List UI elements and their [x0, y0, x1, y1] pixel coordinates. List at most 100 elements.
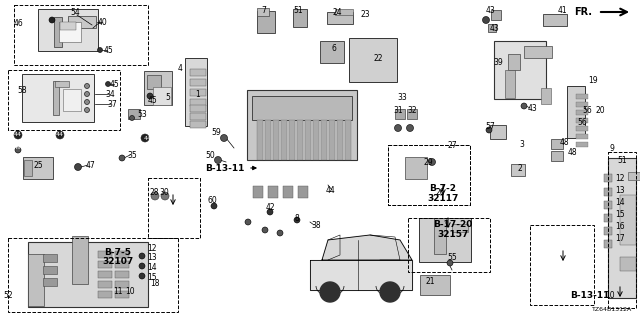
Bar: [567, 86, 585, 138]
Text: 40: 40: [97, 18, 107, 27]
Bar: [153, 87, 171, 105]
Bar: [576, 133, 588, 139]
Circle shape: [294, 217, 300, 223]
Bar: [144, 71, 172, 105]
Text: 58: 58: [17, 85, 27, 94]
Bar: [253, 186, 263, 198]
Bar: [488, 24, 496, 32]
Bar: [327, 12, 353, 24]
Circle shape: [56, 131, 64, 139]
Text: 3: 3: [520, 140, 524, 148]
Text: 8: 8: [294, 213, 300, 222]
Text: 51: 51: [293, 5, 303, 14]
Bar: [576, 117, 588, 123]
Text: 39: 39: [493, 58, 503, 67]
Text: 25: 25: [33, 161, 43, 170]
Bar: [576, 93, 588, 99]
Text: 35: 35: [127, 150, 137, 159]
Bar: [511, 164, 525, 176]
Circle shape: [49, 17, 55, 23]
Circle shape: [139, 253, 145, 259]
Circle shape: [84, 108, 90, 113]
Text: 46: 46: [13, 19, 23, 28]
Bar: [273, 120, 279, 160]
Text: 28: 28: [149, 188, 159, 196]
Bar: [604, 240, 612, 248]
Text: 15: 15: [615, 210, 625, 219]
Circle shape: [406, 124, 413, 132]
Bar: [505, 70, 515, 98]
Bar: [551, 139, 563, 149]
Bar: [608, 152, 636, 308]
Bar: [604, 201, 612, 209]
Circle shape: [74, 164, 81, 171]
Bar: [265, 120, 271, 160]
Circle shape: [139, 263, 145, 269]
Text: 50: 50: [205, 150, 215, 159]
Bar: [43, 254, 57, 262]
Bar: [63, 89, 81, 111]
Text: 45: 45: [103, 45, 113, 54]
Text: TZ64B1312A: TZ64B1312A: [592, 307, 632, 312]
Text: 14: 14: [147, 263, 157, 273]
Bar: [420, 275, 450, 295]
Bar: [98, 281, 112, 287]
Text: 43: 43: [527, 103, 537, 113]
Text: 15: 15: [147, 274, 157, 283]
Text: 52: 52: [3, 291, 13, 300]
Bar: [43, 278, 57, 286]
Circle shape: [151, 192, 159, 200]
Text: 9: 9: [609, 143, 614, 153]
Bar: [293, 9, 307, 27]
Bar: [257, 8, 269, 16]
Bar: [281, 120, 287, 160]
Circle shape: [245, 219, 251, 225]
Text: 42: 42: [265, 203, 275, 212]
Bar: [297, 120, 303, 160]
Text: 43: 43: [490, 23, 500, 33]
Bar: [576, 101, 588, 107]
Text: 44: 44: [56, 132, 64, 137]
Bar: [190, 113, 206, 119]
Bar: [434, 218, 446, 254]
Bar: [551, 151, 563, 161]
Bar: [337, 120, 343, 160]
Bar: [320, 41, 344, 63]
Bar: [530, 225, 594, 305]
Text: 33: 33: [397, 92, 407, 101]
Bar: [408, 218, 490, 272]
Bar: [98, 260, 112, 268]
Bar: [508, 54, 520, 70]
Bar: [604, 188, 612, 196]
Text: 53: 53: [137, 109, 147, 118]
Circle shape: [483, 17, 490, 23]
Bar: [247, 90, 357, 160]
Text: 27: 27: [447, 140, 457, 149]
Circle shape: [267, 209, 273, 215]
Bar: [53, 81, 59, 115]
Bar: [405, 157, 427, 179]
Bar: [252, 96, 352, 120]
Text: 56: 56: [577, 117, 587, 126]
Bar: [60, 22, 76, 30]
Bar: [298, 186, 308, 198]
Bar: [190, 89, 206, 95]
Bar: [345, 120, 351, 160]
Text: 30: 30: [159, 188, 169, 196]
Text: 47: 47: [85, 161, 95, 170]
Bar: [68, 16, 96, 28]
Bar: [576, 125, 588, 131]
Text: 26: 26: [435, 188, 445, 196]
Circle shape: [429, 158, 435, 165]
Bar: [8, 70, 120, 130]
Circle shape: [211, 203, 217, 209]
Bar: [38, 9, 98, 51]
Bar: [23, 157, 53, 179]
Circle shape: [447, 260, 453, 266]
Bar: [268, 186, 278, 198]
Circle shape: [84, 92, 90, 97]
Bar: [491, 10, 501, 20]
Bar: [576, 109, 588, 115]
Circle shape: [84, 84, 90, 89]
Text: 32117: 32117: [428, 194, 459, 203]
